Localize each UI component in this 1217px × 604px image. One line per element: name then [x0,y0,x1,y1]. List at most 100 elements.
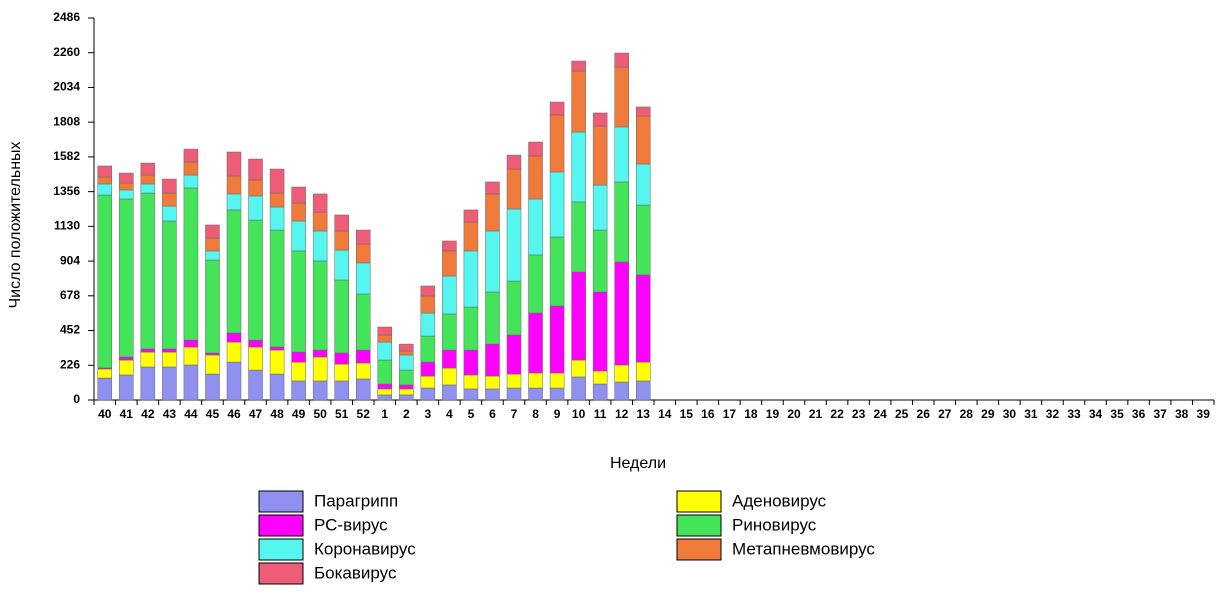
bar-segment [97,176,113,185]
bar-segment [97,165,113,178]
legend-swatch [676,490,722,513]
bar-segment [269,349,285,375]
bar-segment [571,359,586,378]
legend-label: Бокавирус [314,563,397,582]
bar-segment [334,230,349,251]
x-tick-label: 33 [1067,407,1081,421]
legend-label: Аденовирус [732,491,827,510]
bar-segment [528,155,543,200]
bar-segment [205,237,220,252]
bar-segment [399,388,414,396]
bar-segment [463,209,479,223]
bar-segment [571,70,586,133]
x-tick-label: 38 [1175,407,1189,421]
bar-segment [377,383,393,390]
bar-segment [291,220,306,252]
y-tick-label: 1808 [53,114,80,128]
bar-segment [399,343,414,352]
x-tick-label: 27 [938,407,952,421]
bar-segment [506,280,522,336]
bar-segment [420,375,436,389]
bar-segment [528,372,543,389]
bar-segment [183,174,199,189]
bar-segment [140,348,156,353]
bar-segment [291,250,306,353]
bar-segment [377,334,393,343]
bar-segment [162,205,177,222]
legend-label: Коронавирус [314,539,416,558]
bar-segment [549,114,565,173]
bar-segment [399,354,414,371]
x-tick-label: 34 [1089,407,1103,421]
bar-segment [355,293,371,351]
bar-segment [291,186,306,204]
x-tick-label: 22 [830,407,844,421]
bar-segment [635,115,651,165]
bar-segment [119,356,134,361]
x-tick-label: 32 [1046,407,1060,421]
x-tick-label: 4 [446,407,453,421]
bar-segment [442,275,457,315]
legend-label: Метапневмовирус [732,539,875,558]
bar-segment [463,306,479,351]
bar-segment [485,181,500,195]
bar-segment [183,339,199,348]
bar-segment [442,240,457,252]
bar-segment [226,209,242,334]
bar-segment [549,372,565,389]
bar-segment [614,126,629,183]
bar-segment [592,291,608,372]
bar-segment [399,384,414,390]
bar-segment [226,361,242,401]
bar-segment [442,367,457,386]
bar-segment [334,249,349,281]
bar-segment [355,262,371,295]
bar-segment [549,101,565,116]
bar-segment [269,346,285,351]
bar-segment [248,195,263,221]
bar-segment [592,383,608,401]
x-tick-label: 1 [381,407,388,421]
x-tick-label: 26 [917,407,931,421]
x-tick-label: 14 [658,407,672,421]
bar-segment [571,60,586,72]
bar-segment [528,387,543,401]
bar-segment [355,229,371,245]
x-tick-label: 39 [1197,407,1211,421]
bar-segment [140,366,156,401]
bar-segment [226,341,242,363]
bar-segment [635,380,651,401]
bar-segment [571,376,586,401]
bar-segment [355,243,371,264]
x-tick-label: 45 [206,407,220,421]
bar-segment [334,352,349,365]
x-axis-label: Недели [610,455,666,472]
bar-segment [614,181,629,263]
y-tick-label: 0 [73,392,80,406]
bar-segment [162,178,177,194]
bar-segment [226,193,242,211]
x-tick-label: 51 [335,407,349,421]
bar-segment [442,384,457,401]
x-tick-label: 7 [511,407,518,421]
bar-segment [592,125,608,186]
bar-segment [614,381,629,401]
x-tick-label: 13 [637,407,651,421]
bar-segment [226,175,242,195]
bar-segment [463,388,479,401]
bar-segment [614,52,629,68]
bar-segment [355,378,371,401]
x-tick-label: 24 [873,407,887,421]
bar-segment [592,370,608,385]
x-tick-label: 3 [425,407,432,421]
bar-segment [549,171,565,238]
bar-segment [377,388,393,396]
x-tick-label: 43 [163,407,177,421]
x-tick-label: 41 [120,407,134,421]
bar-segment [571,201,586,273]
bar-segment [119,172,134,184]
bar-segment [485,375,500,390]
y-tick-label: 904 [60,253,80,267]
x-tick-label: 15 [680,407,694,421]
legend-swatch [258,562,304,585]
